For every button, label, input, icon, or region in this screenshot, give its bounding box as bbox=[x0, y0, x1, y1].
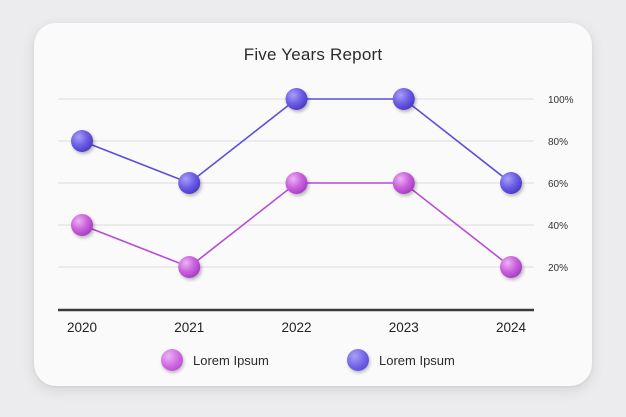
x-tick-label: 2021 bbox=[174, 320, 204, 335]
data-point-series-1 bbox=[71, 130, 93, 152]
y-tick-label: 20% bbox=[548, 263, 568, 274]
data-point-series-2 bbox=[71, 214, 93, 236]
y-tick-label: 60% bbox=[548, 179, 568, 190]
data-point-series-1 bbox=[285, 88, 308, 110]
data-point-series-1 bbox=[392, 88, 415, 110]
y-tick-label: 40% bbox=[548, 221, 568, 232]
data-point-series-2 bbox=[285, 172, 308, 194]
legend-swatch-purple bbox=[161, 349, 183, 371]
chart-legend: Lorem Ipsum Lorem Ipsum bbox=[34, 348, 592, 372]
legend-item-series-2: Lorem Ipsum bbox=[347, 348, 455, 372]
y-tick-label: 100% bbox=[548, 95, 574, 106]
data-point-series-1 bbox=[178, 172, 201, 194]
line-chart: 20% 40% 60% 80% 100% 2020 2021 2022 2023 2024 bbox=[58, 88, 574, 335]
data-point-series-2 bbox=[392, 172, 415, 194]
x-tick-label: 2024 bbox=[496, 320, 527, 335]
data-point-series-2 bbox=[500, 256, 522, 278]
data-point-series-2 bbox=[178, 256, 201, 278]
y-tick-label: 80% bbox=[548, 137, 568, 148]
legend-label-series-2: Lorem Ipsum bbox=[379, 352, 455, 368]
legend-item-series-1: Lorem Ipsum bbox=[161, 348, 269, 372]
chart-title: Five Years Report bbox=[243, 45, 383, 64]
x-tick-label: 2023 bbox=[389, 320, 419, 335]
legend-swatch-blue bbox=[347, 349, 369, 371]
legend-label-series-1: Lorem Ipsum bbox=[193, 352, 269, 368]
x-tick-label: 2020 bbox=[67, 320, 97, 335]
chart-card: Five Years Report 20% 40% 60% 80% 100% 2020 20… bbox=[34, 23, 592, 386]
data-point-series-1 bbox=[500, 172, 522, 194]
x-tick-label: 2022 bbox=[281, 320, 311, 335]
